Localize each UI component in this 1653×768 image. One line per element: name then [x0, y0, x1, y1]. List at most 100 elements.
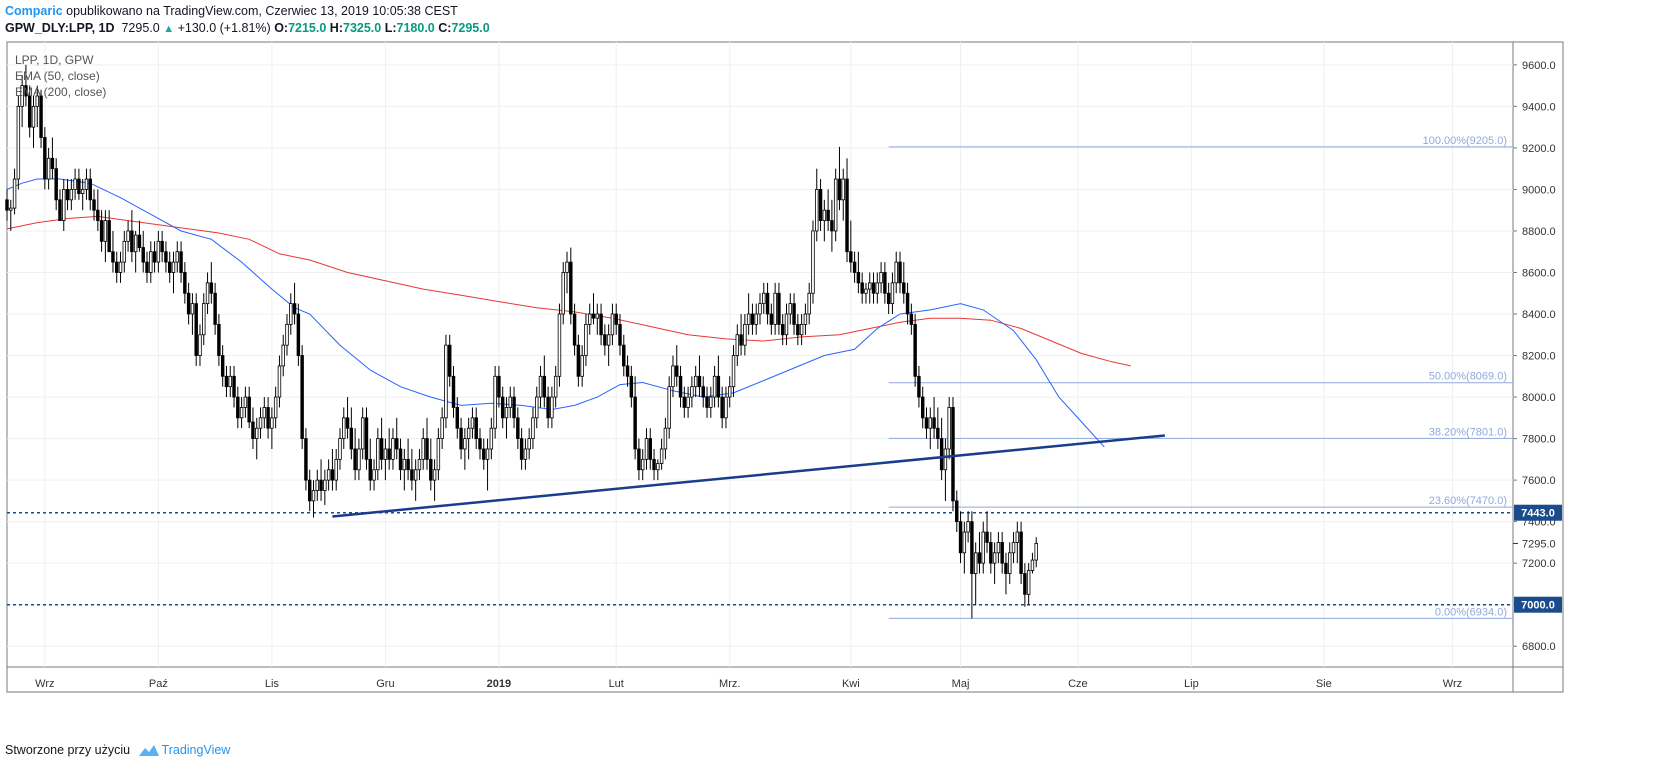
candle [868, 272, 872, 304]
candle [656, 459, 660, 481]
candle-body [65, 189, 70, 201]
candle-body [837, 178, 842, 201]
candle-body [849, 251, 853, 263]
price-change: +130.0 (+1.81%) [177, 21, 271, 35]
candle-body [909, 313, 914, 325]
candle [198, 324, 202, 366]
candle-body [493, 375, 497, 429]
candle-body [50, 157, 55, 170]
candle [527, 428, 531, 460]
candle [12, 168, 17, 215]
candle-body [606, 334, 611, 346]
candle [924, 407, 929, 439]
candle [175, 241, 180, 273]
candle-body [720, 396, 724, 419]
candle [156, 230, 161, 273]
candle [822, 199, 827, 242]
candle-body [281, 344, 285, 367]
candle [584, 314, 588, 366]
candle [879, 262, 883, 294]
candle-body [39, 95, 43, 138]
candle [421, 428, 425, 470]
candle-body [35, 95, 39, 107]
candle [183, 262, 187, 304]
candle-body [444, 344, 448, 419]
candle [179, 241, 183, 283]
candle [932, 397, 936, 439]
candle [84, 168, 89, 200]
candle-body [932, 417, 936, 429]
candle-body [432, 469, 437, 481]
candle [122, 230, 127, 273]
candle [485, 438, 490, 491]
candle-body [871, 282, 876, 294]
candle [319, 459, 323, 501]
candle-body [88, 178, 92, 201]
candle-body [833, 178, 838, 232]
candle-body [830, 220, 834, 232]
candle [1019, 521, 1023, 584]
candle [107, 210, 111, 253]
candle-body [697, 375, 702, 388]
candle-body [345, 417, 350, 429]
footer-brand-link[interactable]: TradingView [161, 743, 231, 757]
candle-body [228, 375, 232, 388]
legend-ema200[interactable]: EMA (200, close) [15, 85, 107, 99]
candle-body [640, 458, 645, 471]
candle [675, 345, 679, 387]
author-link[interactable]: Comparic [5, 4, 63, 18]
candle-body [981, 531, 985, 564]
candle-body [307, 479, 312, 502]
publish-info: Comparic opublikowano na TradingView.com… [5, 4, 458, 18]
candle-body [319, 479, 323, 491]
candle [671, 355, 675, 398]
candle [357, 438, 361, 481]
x-tick-label: Mrz. [719, 678, 740, 690]
candle [553, 365, 558, 408]
candle-body [841, 178, 845, 201]
candle-body [799, 323, 804, 336]
candle-body [54, 168, 58, 201]
candle-body [599, 313, 603, 336]
candle-body [701, 386, 705, 398]
candle [292, 282, 297, 325]
candle-body [576, 344, 581, 377]
candle-body [126, 230, 130, 242]
candle [735, 324, 740, 366]
candle [743, 314, 747, 356]
candle-body [656, 463, 660, 471]
candle [898, 251, 902, 294]
y-tick-label: 7200.0 [1522, 558, 1556, 570]
candle [24, 64, 28, 107]
candle-body [387, 448, 391, 460]
candle-body [20, 85, 24, 107]
candle [644, 428, 649, 470]
candle [629, 365, 634, 408]
candle [285, 314, 289, 356]
candle [1030, 552, 1035, 574]
candle-body [550, 396, 554, 419]
candle [550, 386, 554, 429]
candle-body [1030, 559, 1035, 571]
candle [130, 210, 134, 263]
y-tick-label: 7600.0 [1522, 475, 1556, 487]
candle [50, 137, 55, 180]
legend-ema50[interactable]: EMA (50, close) [15, 69, 100, 83]
candle [58, 189, 62, 221]
candle-body [516, 417, 520, 439]
candle [255, 417, 259, 460]
candle-body [1026, 570, 1031, 595]
candle-body [985, 531, 989, 543]
candle-body [989, 542, 993, 564]
candle-body [587, 313, 592, 325]
candle [54, 158, 58, 211]
candle-body [750, 313, 755, 325]
candle-body [754, 313, 758, 325]
candle-body [890, 282, 895, 305]
candle [300, 345, 304, 449]
candle [251, 407, 255, 449]
candle [220, 345, 225, 387]
candle [326, 459, 331, 491]
y-tick-label: 8200.0 [1522, 351, 1556, 363]
